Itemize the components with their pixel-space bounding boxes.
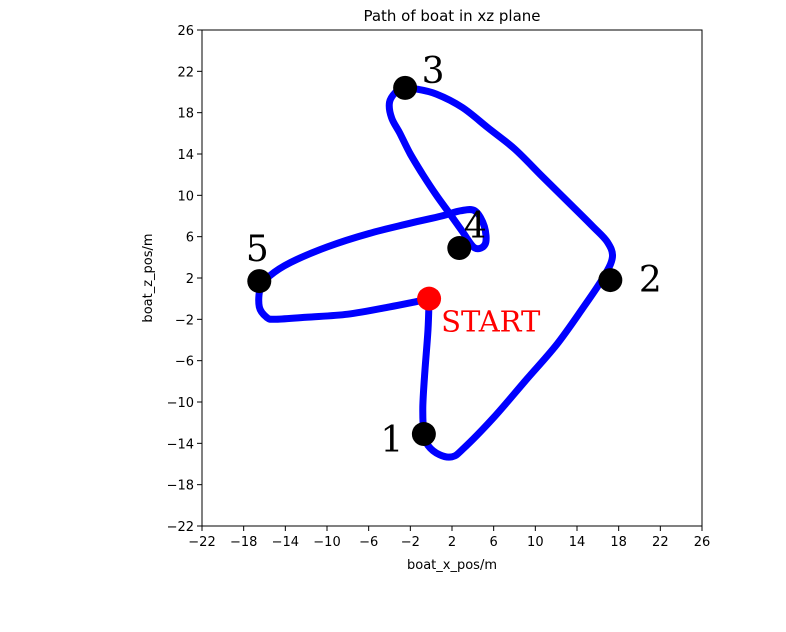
x-tick-label: 26 bbox=[694, 535, 711, 550]
waypoint-marker bbox=[598, 268, 623, 293]
waypoint-label: 5 bbox=[246, 229, 269, 270]
x-tick-label: −2 bbox=[401, 535, 420, 550]
x-axis-label: boat_x_pos/m bbox=[407, 558, 497, 573]
y-tick-label: −2 bbox=[175, 313, 194, 328]
start-marker bbox=[417, 286, 442, 311]
x-tick-label: 14 bbox=[569, 535, 586, 550]
waypoint-marker bbox=[393, 75, 418, 100]
y-tick-label: 10 bbox=[177, 189, 194, 204]
y-tick-label: −14 bbox=[167, 437, 194, 452]
x-tick-label: −6 bbox=[359, 535, 378, 550]
waypoint-label: 3 bbox=[422, 51, 445, 92]
x-tick-label: −10 bbox=[313, 535, 340, 550]
y-tick-label: −10 bbox=[167, 396, 194, 411]
x-axis-ticks: −22 −18 −14 −10 −6 −2 2 6 10 14 18 22 26 bbox=[188, 526, 710, 550]
chart-title: Path of boat in xz plane bbox=[363, 7, 540, 25]
waypoint-label: 1 bbox=[380, 420, 403, 461]
y-tick-label: 6 bbox=[186, 231, 194, 246]
y-tick-label: −6 bbox=[175, 355, 194, 370]
y-tick-label: 2 bbox=[186, 272, 194, 287]
x-tick-label: 22 bbox=[652, 535, 669, 550]
y-tick-label: 22 bbox=[177, 65, 194, 80]
y-tick-label: 14 bbox=[177, 148, 194, 163]
x-tick-label: 6 bbox=[490, 535, 498, 550]
plot-area: 1 2 3 4 5 START bbox=[201, 29, 703, 527]
waypoint-label: 2 bbox=[639, 260, 662, 301]
marker-layer: 1 2 3 4 5 START bbox=[246, 51, 662, 461]
y-axis-label: boat_z_pos/m bbox=[141, 233, 156, 322]
waypoint-marker bbox=[411, 422, 436, 447]
waypoint-marker bbox=[447, 236, 472, 261]
x-tick-label: −14 bbox=[272, 535, 299, 550]
start-label: START bbox=[441, 305, 541, 339]
x-tick-label: 10 bbox=[527, 535, 544, 550]
waypoint-label: 4 bbox=[464, 206, 487, 247]
waypoint-marker bbox=[247, 269, 272, 294]
x-tick-label: 18 bbox=[610, 535, 627, 550]
y-tick-label: −22 bbox=[167, 520, 194, 535]
x-tick-label: −22 bbox=[188, 535, 215, 550]
y-tick-label: −18 bbox=[167, 479, 194, 494]
x-tick-label: 2 bbox=[448, 535, 456, 550]
x-tick-label: −18 bbox=[230, 535, 257, 550]
y-tick-label: 18 bbox=[177, 107, 194, 122]
y-tick-label: 26 bbox=[177, 24, 194, 39]
